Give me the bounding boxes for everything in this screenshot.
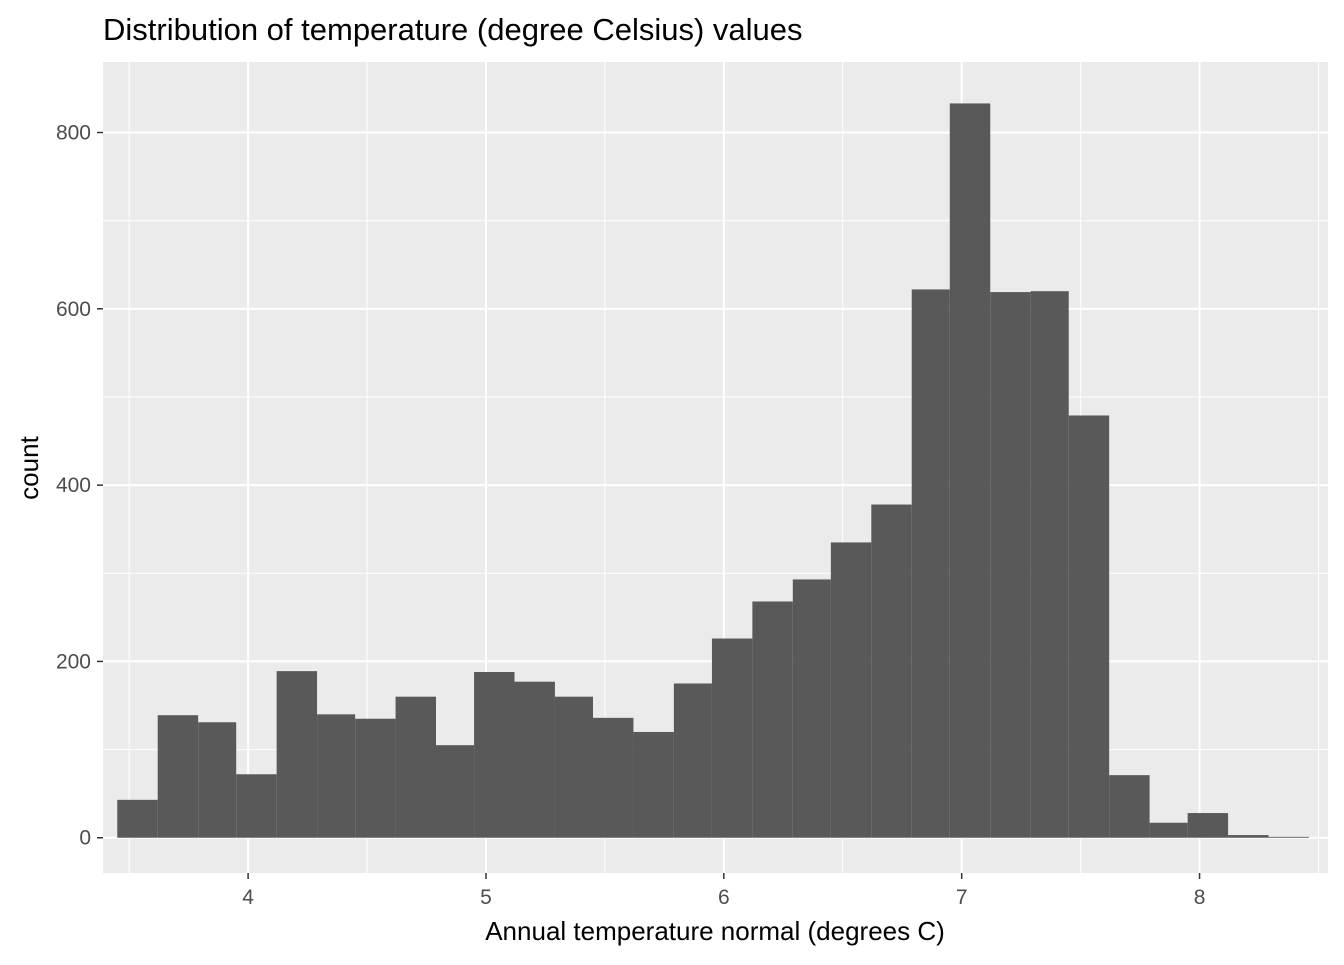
histogram-bar [949, 103, 991, 838]
histogram-bar [236, 774, 277, 838]
histogram-bar [1068, 415, 1110, 838]
histogram-bar [554, 696, 593, 838]
histogram-bars [117, 103, 1309, 838]
histogram-bar [436, 745, 475, 838]
minor-gridlines [103, 62, 1328, 873]
x-tick-label: 5 [480, 886, 492, 909]
histogram-bar [792, 579, 831, 838]
histogram-bar [673, 683, 712, 838]
histogram-bar [355, 718, 396, 838]
histogram-bar [752, 601, 793, 838]
x-tick-label: 7 [956, 886, 968, 909]
x-tick-label: 4 [242, 886, 254, 909]
y-tick-label: 200 [56, 650, 91, 673]
x-tick-label: 6 [718, 886, 730, 909]
histogram-bar [157, 715, 199, 838]
histogram-bar [317, 714, 356, 838]
histogram-bar [1268, 836, 1309, 838]
histogram-bar [830, 542, 872, 838]
histogram-bar [474, 672, 515, 838]
histogram-bar [198, 722, 237, 838]
x-tick-label: 8 [1194, 886, 1206, 909]
histogram-bar [1149, 822, 1188, 838]
y-axis-title: count [14, 435, 44, 499]
histogram-bar [1030, 291, 1069, 838]
chart-title: Distribution of temperature (degree Cels… [103, 12, 803, 47]
x-axis-title: Annual temperature normal (degrees C) [485, 916, 945, 946]
histogram-bar [1109, 775, 1150, 838]
x-axis: 4 5 6 7 8 [242, 873, 1205, 909]
y-tick-label: 800 [56, 122, 91, 145]
histogram-bar [593, 717, 634, 838]
histogram-bar [990, 292, 1031, 838]
histogram-bar [1187, 813, 1229, 838]
histogram-bar [395, 696, 437, 838]
histogram-bar [1228, 835, 1269, 838]
y-axis: 0 200 400 600 800 [56, 122, 103, 850]
histogram-bar [911, 289, 950, 838]
y-tick-label: 600 [56, 298, 91, 321]
histogram-bar [871, 504, 912, 838]
histogram-bar [117, 799, 158, 838]
y-tick-label: 0 [79, 827, 91, 850]
histogram-bar [633, 731, 674, 838]
histogram-bar [711, 638, 753, 838]
y-tick-label: 400 [56, 474, 91, 497]
histogram-bar [514, 681, 555, 838]
histogram-bar [276, 671, 318, 838]
